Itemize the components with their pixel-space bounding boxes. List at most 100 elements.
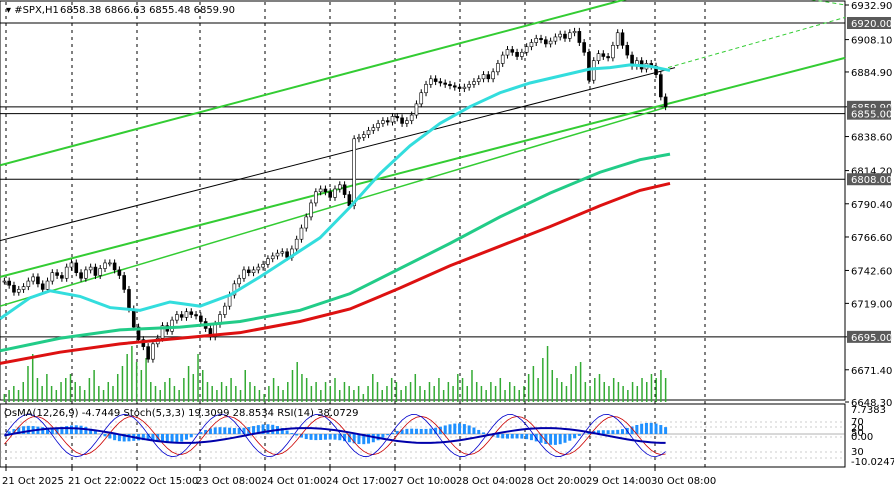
time-tick-label-5: 24 Oct 17:00 bbox=[326, 476, 391, 487]
candle-body bbox=[318, 188, 323, 193]
volume-bars bbox=[3, 346, 667, 402]
price-tick-label-6: 6790.40 bbox=[851, 200, 892, 211]
candle-body bbox=[285, 251, 289, 258]
candle-body bbox=[510, 49, 515, 53]
candle-body bbox=[16, 289, 21, 293]
time-tick-label-2: 22 Oct 15:00 bbox=[133, 476, 198, 487]
candle-body bbox=[376, 123, 380, 128]
candle-body bbox=[443, 82, 448, 85]
candle-body bbox=[270, 255, 275, 260]
time-tick-label-3: 23 Oct 08:00 bbox=[196, 476, 261, 487]
vertical-gridlines bbox=[5, 2, 706, 468]
candle-body bbox=[500, 54, 505, 64]
candle-body bbox=[457, 86, 462, 89]
candle-body bbox=[2, 280, 7, 283]
candle-body bbox=[261, 264, 265, 268]
candle-body bbox=[64, 266, 69, 279]
candle-body bbox=[242, 269, 246, 279]
candle-body bbox=[462, 86, 467, 89]
candle-body bbox=[222, 305, 227, 315]
candle-body bbox=[524, 46, 529, 53]
candle-body bbox=[467, 84, 471, 88]
time-tick-label-9: 29 Oct 14:00 bbox=[586, 476, 651, 487]
candle-body bbox=[405, 120, 409, 124]
candle-body bbox=[323, 188, 328, 193]
candle-body bbox=[103, 262, 107, 269]
price-level-tag-label-3: 6808.00 bbox=[851, 175, 892, 186]
channel-upper-extension bbox=[810, 0, 846, 6]
oscillator-panel bbox=[0, 413, 845, 459]
indicator-tick-label-4: 50 bbox=[851, 428, 864, 439]
price-level-tag-0 bbox=[847, 16, 891, 29]
channel-upper-line bbox=[0, 0, 627, 167]
candle-body bbox=[520, 51, 524, 57]
candle-body bbox=[328, 191, 333, 198]
candle-body bbox=[424, 84, 428, 94]
price-level-tag-2 bbox=[847, 107, 891, 120]
candle-body bbox=[534, 38, 539, 43]
candle-body bbox=[146, 346, 150, 360]
channel-mid-extension bbox=[667, 16, 846, 69]
candle-body bbox=[26, 280, 31, 287]
candle-body bbox=[481, 74, 486, 80]
time-tick-label-7: 28 Oct 04:00 bbox=[456, 476, 521, 487]
price-tick-label-11: 6671.40 bbox=[851, 366, 892, 377]
candle-body bbox=[93, 266, 98, 276]
indicator-panel-frame bbox=[0, 403, 846, 468]
candle-body bbox=[567, 32, 572, 39]
candle-body bbox=[189, 311, 194, 315]
stoch-signal-line bbox=[4, 416, 666, 455]
moving-average-0 bbox=[0, 63, 671, 320]
candle-body bbox=[160, 325, 165, 339]
candle-body bbox=[194, 314, 198, 317]
indicator-tick-label-0: 7.7383 bbox=[851, 405, 886, 416]
candle-body bbox=[491, 71, 495, 80]
price-tick-label-4: 6838.60 bbox=[851, 133, 892, 144]
candle-body bbox=[31, 276, 35, 282]
candle-body bbox=[7, 280, 11, 286]
chart-header-ohlc: 6858.38 6866.63 6855.48 6859.90 bbox=[60, 5, 235, 16]
candle-body bbox=[400, 117, 404, 124]
candle-body bbox=[659, 74, 663, 98]
candle-body bbox=[577, 31, 582, 43]
indicator-tick-label-2: 20 bbox=[851, 423, 864, 434]
candle-body bbox=[337, 184, 342, 190]
candle-body bbox=[136, 326, 141, 340]
channel-midline bbox=[0, 67, 676, 242]
candle-body bbox=[438, 81, 443, 84]
candle-body bbox=[40, 283, 45, 290]
candle-body bbox=[251, 269, 256, 273]
candle-body bbox=[60, 275, 64, 279]
candle-body bbox=[246, 269, 251, 273]
candle-body bbox=[606, 56, 610, 59]
candle-body bbox=[419, 92, 424, 105]
candle-body bbox=[55, 272, 59, 276]
price-tick-label-9: 6719.00 bbox=[851, 299, 892, 310]
candle-body bbox=[88, 266, 93, 271]
candle-body bbox=[112, 262, 117, 271]
indicator-tick-label-5: 30 bbox=[851, 447, 864, 458]
indicator-tick-label-3: 0.00 bbox=[851, 432, 873, 443]
candle-body bbox=[486, 74, 491, 80]
indicator-header: OsMA(12,26,9) -4.7449 Stoch(5,3,3) 19.30… bbox=[4, 408, 359, 419]
candle-body bbox=[12, 284, 16, 293]
candle-body bbox=[36, 276, 40, 285]
candle-body bbox=[409, 114, 414, 121]
price-level-tag-3 bbox=[847, 173, 891, 186]
candle-body bbox=[395, 116, 400, 119]
candle-body bbox=[69, 262, 74, 268]
channel-lower-line bbox=[0, 56, 846, 278]
candle-body bbox=[275, 252, 280, 257]
candle-body bbox=[548, 40, 553, 45]
candle-body bbox=[199, 315, 203, 322]
candle-body bbox=[304, 216, 309, 229]
stoch-main-line bbox=[4, 413, 666, 458]
candle-body bbox=[505, 49, 510, 56]
time-tick-label-1: 21 Oct 22:00 bbox=[68, 476, 133, 487]
candle-body bbox=[122, 275, 126, 290]
time-tick-label-8: 28 Oct 20:00 bbox=[521, 476, 586, 487]
price-tick-label-12: 6648.30 bbox=[851, 398, 892, 409]
moving-averages bbox=[0, 63, 671, 365]
